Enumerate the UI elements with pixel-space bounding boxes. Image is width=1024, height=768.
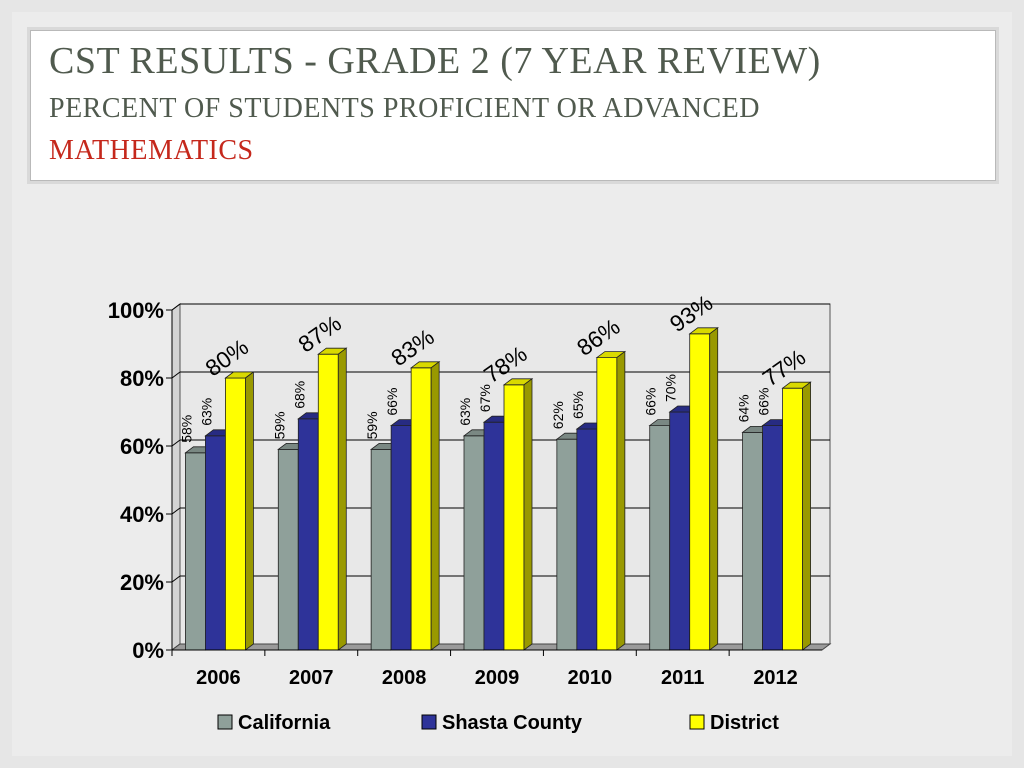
bar-side xyxy=(709,326,719,651)
slide-subject: MATHEMATICS xyxy=(49,135,254,166)
data-label: 63% xyxy=(457,398,473,426)
title-box: CST RESULTS - GRADE 2 (7 YEAR REVIEW) PE… xyxy=(30,30,996,181)
bar xyxy=(576,428,598,651)
data-label: 59% xyxy=(364,411,380,439)
data-label: 66% xyxy=(384,388,400,416)
data-label: 58% xyxy=(178,415,194,443)
bar xyxy=(317,353,339,651)
y-tick-label: 40% xyxy=(120,502,164,527)
y-tick-label: 20% xyxy=(120,570,164,595)
x-tick-label: 2010 xyxy=(568,667,613,689)
bar-side xyxy=(523,377,533,651)
bar xyxy=(483,421,505,651)
x-tick-label: 2006 xyxy=(196,667,241,689)
y-tick-label: 0% xyxy=(132,638,164,663)
legend-swatch xyxy=(421,714,437,730)
data-label: 59% xyxy=(271,411,287,439)
bar-side xyxy=(430,360,440,651)
legend-swatch xyxy=(217,714,233,730)
data-label: 66% xyxy=(756,388,772,416)
bar xyxy=(225,377,246,651)
bar xyxy=(185,452,206,651)
gridline-depth xyxy=(171,507,181,515)
bar-side xyxy=(245,371,254,651)
bar xyxy=(596,357,618,651)
data-label: 62% xyxy=(550,401,566,429)
bar xyxy=(205,435,226,651)
bar xyxy=(669,411,691,651)
bar xyxy=(556,438,578,651)
data-label: 68% xyxy=(291,381,307,409)
slide-title: CST RESULTS - GRADE 2 (7 YEAR REVIEW) xyxy=(49,40,821,82)
legend-label: District xyxy=(710,712,779,734)
bar xyxy=(297,418,319,651)
bar-side xyxy=(802,381,811,651)
bar xyxy=(410,367,432,651)
bar xyxy=(689,333,711,651)
data-label: 70% xyxy=(663,374,679,402)
x-tick-label: 2011 xyxy=(661,667,704,689)
bar-side xyxy=(337,347,347,651)
data-label: 65% xyxy=(570,391,586,419)
bar-side xyxy=(616,350,626,651)
bar xyxy=(742,431,763,651)
gridline-depth xyxy=(171,371,181,379)
bar xyxy=(762,425,783,651)
slide-subtitle: PERCENT OF STUDENTS PROFICIENT OR ADVANC… xyxy=(49,93,760,124)
bar xyxy=(277,448,299,651)
x-tick-label: 2007 xyxy=(289,667,334,689)
x-tick-label: 2012 xyxy=(753,667,798,689)
x-tick-label: 2009 xyxy=(475,667,520,689)
gridline-depth xyxy=(171,575,181,583)
bar xyxy=(463,435,485,651)
y-tick-label: 100% xyxy=(108,298,164,323)
data-label: 67% xyxy=(477,384,493,412)
data-label: 66% xyxy=(643,388,659,416)
gridline-depth xyxy=(171,439,181,447)
data-label: 64% xyxy=(736,394,752,422)
legend-label: Shasta County xyxy=(442,712,583,734)
bar xyxy=(370,448,392,651)
gridline-depth xyxy=(171,303,181,311)
data-label: 63% xyxy=(198,398,214,426)
y-tick-label: 80% xyxy=(120,366,164,391)
plot-side-wall xyxy=(171,303,181,651)
y-tick-label: 60% xyxy=(120,434,164,459)
x-tick-label: 2008 xyxy=(382,667,427,689)
legend-label: California xyxy=(238,712,331,734)
bar xyxy=(503,384,525,651)
bar xyxy=(390,425,412,651)
bar xyxy=(782,387,803,651)
legend-swatch xyxy=(689,714,705,730)
bar xyxy=(649,425,671,651)
